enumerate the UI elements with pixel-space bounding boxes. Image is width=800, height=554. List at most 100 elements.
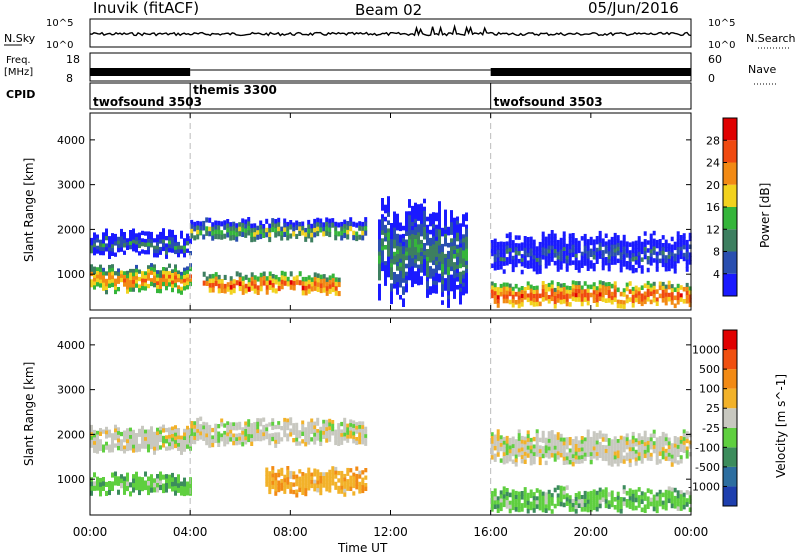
- echo-cell: [673, 504, 677, 509]
- echo-cell: [162, 488, 165, 494]
- echo-cell: [102, 271, 105, 276]
- echo-cell: [399, 242, 402, 248]
- echo-cell: [511, 255, 515, 261]
- echo-cell: [199, 225, 203, 231]
- echo-cell: [637, 240, 641, 245]
- echo-cell: [220, 418, 224, 423]
- echo-cell: [523, 239, 527, 245]
- echo-cell: [520, 298, 524, 303]
- echo-cell: [643, 496, 647, 501]
- echo-cell: [349, 479, 353, 484]
- echo-cell: [420, 252, 423, 257]
- echo-cell: [250, 228, 254, 234]
- echo-cell: [610, 252, 614, 257]
- echo-cell: [459, 247, 462, 253]
- echo-cell: [349, 221, 353, 227]
- echo-cell: [547, 442, 551, 448]
- echo-cell: [361, 470, 365, 475]
- echo-cell: [165, 487, 168, 493]
- echo-cell: [196, 421, 200, 426]
- echo-cell: [384, 281, 387, 286]
- echo-cell: [499, 458, 503, 463]
- echo-cell: [364, 486, 368, 491]
- echo-cell: [429, 250, 432, 255]
- echo-cell: [577, 499, 581, 504]
- echo-cell: [114, 286, 117, 291]
- echo-cell: [520, 491, 524, 496]
- echo-cell: [676, 283, 680, 289]
- echo-cell: [247, 426, 251, 431]
- echo-cell: [99, 491, 102, 497]
- echo-cell: [96, 271, 99, 276]
- echo-cell: [637, 291, 641, 296]
- echo-cell: [289, 284, 293, 290]
- echo-cell: [496, 433, 500, 438]
- echo-cell: [592, 454, 596, 459]
- echo-cell: [396, 262, 399, 267]
- echo-cell: [165, 435, 168, 440]
- echo-cell: [141, 274, 144, 280]
- echo-cell: [496, 496, 500, 501]
- echo-cell: [307, 432, 311, 438]
- echo-cell: [358, 440, 362, 445]
- echo-cell: [316, 282, 320, 288]
- echo-cell: [205, 230, 209, 236]
- echo-cell: [490, 495, 494, 500]
- echo-cell: [634, 457, 638, 462]
- echo-cell: [652, 242, 656, 247]
- echo-cell: [450, 250, 453, 255]
- echo-cell: [132, 235, 135, 241]
- echo-cell: [183, 282, 186, 287]
- echo-cell: [688, 440, 692, 445]
- echo-cell: [502, 282, 506, 288]
- echo-cell: [613, 447, 617, 453]
- echo-cell: [168, 431, 171, 436]
- echo-cell: [304, 227, 308, 233]
- colorbar-tick-label: 28: [706, 134, 720, 147]
- echo-cell: [426, 265, 429, 270]
- echo-cell: [652, 246, 656, 251]
- echo-cell: [331, 427, 335, 432]
- echo-cell: [292, 430, 296, 435]
- echo-cell: [631, 298, 635, 304]
- echo-cell: [111, 251, 114, 256]
- echo-cell: [408, 259, 411, 265]
- echo-cell: [168, 446, 171, 451]
- echo-cell: [387, 252, 390, 258]
- echo-cell: [529, 300, 533, 306]
- echo-cell: [432, 256, 435, 262]
- echo-cell: [156, 478, 159, 484]
- echo-cell: [529, 461, 533, 466]
- echo-cell: [529, 236, 533, 242]
- colorbar-tick-label: 4: [713, 268, 720, 281]
- echo-cell: [432, 280, 435, 286]
- echo-cell: [598, 288, 602, 293]
- echo-cell: [138, 447, 141, 452]
- echo-cell: [435, 224, 438, 230]
- echo-cell: [610, 450, 614, 456]
- echo-cell: [628, 447, 632, 452]
- echo-cell: [517, 287, 521, 293]
- echo-cell: [256, 276, 260, 282]
- echo-cell: [304, 434, 308, 439]
- echo-cell: [93, 239, 96, 245]
- echo-cell: [523, 436, 527, 441]
- echo-cell: [411, 205, 414, 211]
- echo-cell: [438, 229, 441, 234]
- echo-cell: [156, 242, 159, 247]
- echo-cell: [598, 430, 602, 435]
- echo-cell: [295, 434, 299, 439]
- echo-cell: [465, 281, 468, 286]
- echo-cell: [165, 267, 168, 272]
- echo-cell: [541, 453, 545, 459]
- echo-cell: [334, 281, 338, 287]
- echo-cell: [292, 489, 296, 495]
- echo-cell: [111, 244, 114, 249]
- echo-cell: [420, 247, 423, 253]
- echo-cell: [610, 454, 614, 459]
- echo-cell: [205, 426, 209, 431]
- echo-cell: [553, 449, 557, 454]
- echo-cell: [520, 435, 524, 441]
- echo-cell: [159, 231, 162, 237]
- echo-cell: [105, 236, 108, 241]
